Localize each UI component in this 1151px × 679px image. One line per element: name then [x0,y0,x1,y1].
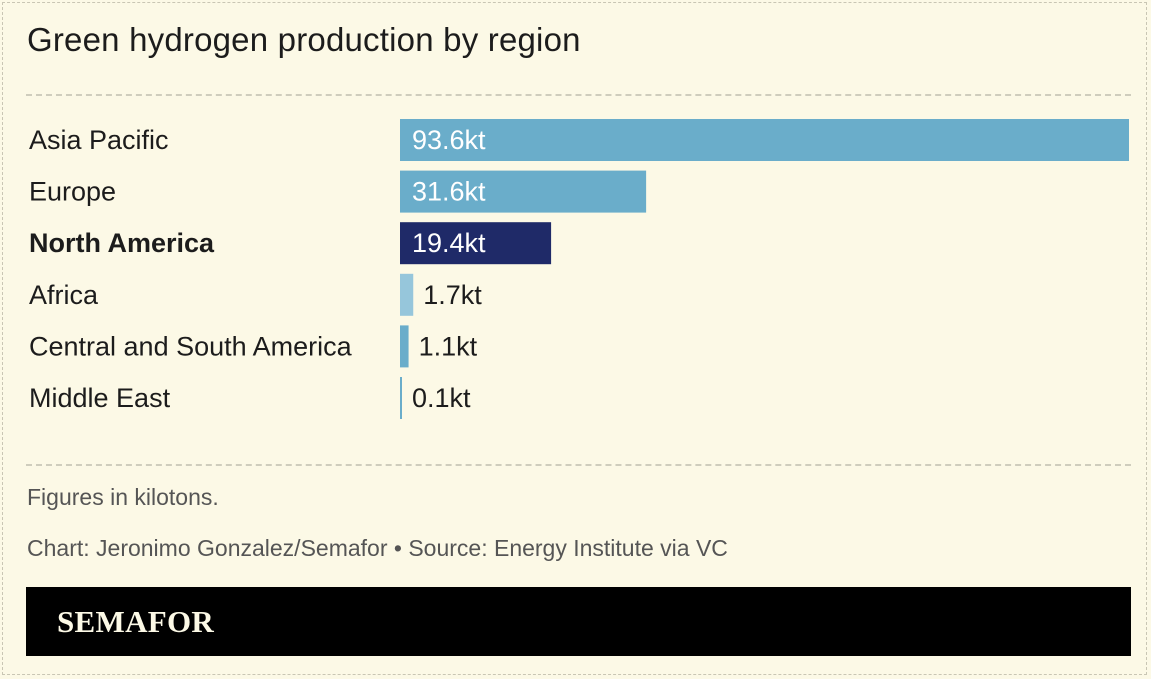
category-label-africa: Africa [29,280,99,310]
source-credit: Chart: Jeronimo Gonzalez/Semafor • Sourc… [27,535,728,561]
value-label-asia-pacific: 93.6kt [412,125,486,155]
value-label-central-and-south-america: 1.1kt [419,331,478,361]
bar-chart: Asia Pacific 93.6kt Europe 31.6kt North Amer… [29,119,1129,419]
top-divider [26,94,1131,96]
value-label-africa: 1.7kt [423,280,482,310]
semafor-logo: SEMAFOR [57,604,215,639]
bar-africa [400,273,414,316]
brand-footer: SEMAFOR [26,587,1131,656]
bar-central-and-south-america [400,325,409,368]
bar-north-america [400,222,552,265]
value-label-north-america: 19.4kt [412,228,486,258]
value-label-europe: 31.6kt [412,177,486,207]
category-label-north-america: North America [29,228,215,258]
units-note: Figures in kilotons. [27,484,219,510]
bar-europe [400,170,647,213]
chart-title: Green hydrogen production by region [27,21,581,58]
bottom-divider [26,464,1131,466]
category-label-europe: Europe [29,177,116,207]
bar-asia-pacific [400,119,1129,161]
category-label-central-and-south-america: Central and South America [29,331,353,361]
category-label-asia-pacific: Asia Pacific [29,125,169,155]
value-label-middle-east: 0.1kt [412,383,471,413]
category-label-middle-east: Middle East [29,383,171,413]
bar-middle-east [400,377,402,419]
